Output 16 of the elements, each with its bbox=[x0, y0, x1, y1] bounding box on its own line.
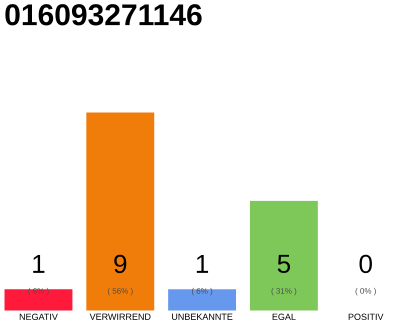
data-label: ( 0% ) bbox=[356, 288, 376, 296]
data-label: ( 56% ) bbox=[108, 288, 133, 296]
data-label: ( 31% ) bbox=[272, 288, 296, 296]
x-tick-label: UNBEKANNTE bbox=[172, 314, 232, 320]
annotation: 9 bbox=[114, 254, 126, 274]
x-tick-label: VERWIRREND bbox=[90, 314, 151, 320]
annotation: 0 bbox=[360, 254, 372, 274]
data-label: ( 6% ) bbox=[192, 288, 212, 296]
x-tick-label: POSITIV bbox=[348, 314, 384, 320]
data-label: ( 6% ) bbox=[28, 288, 49, 296]
x-tick-label: EGAL bbox=[272, 314, 296, 320]
annotation: 5 bbox=[278, 254, 290, 273]
chart-title: 016093271146 bbox=[5, 4, 202, 26]
x-tick-label: NEGATIV bbox=[20, 314, 58, 320]
annotation: 1 bbox=[196, 254, 208, 273]
annotation: 1 bbox=[33, 254, 44, 273]
